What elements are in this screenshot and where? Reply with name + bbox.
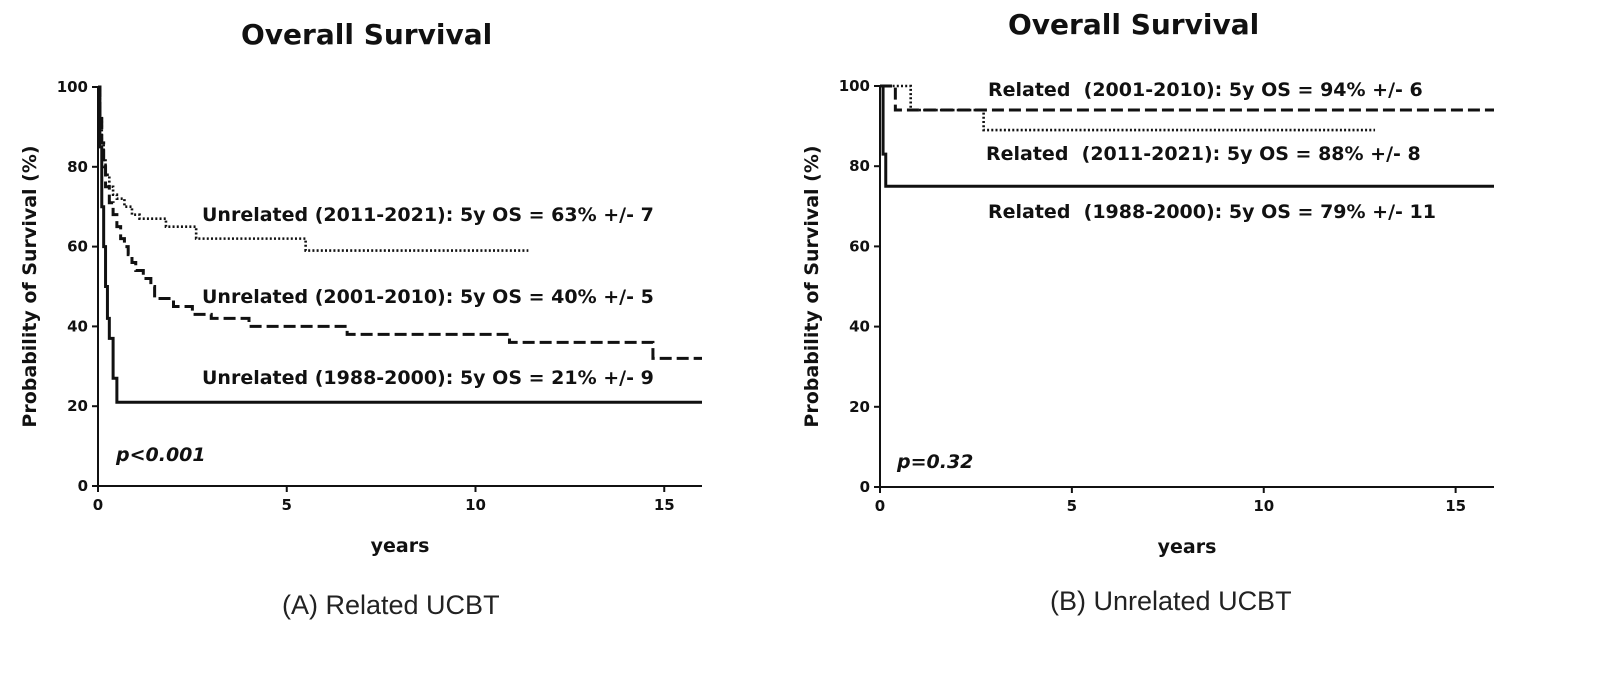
p-value: p<0.001 [115, 444, 206, 466]
x-tick-label: 0 [875, 497, 885, 515]
y-tick-label: 60 [67, 238, 88, 256]
y-axis-label: Probability of Survival (%) [19, 145, 41, 427]
x-tick-label: 10 [1253, 497, 1274, 515]
x-axis-label: years [371, 535, 430, 557]
x-tick-label: 5 [282, 496, 292, 514]
chart-panel-b: Overall Survival 0 20 40 60 80 100 0 5 10 15 years… [770, 0, 1600, 686]
series-line-dashed [880, 84, 1494, 112]
survival-chart-a: 0 20 40 60 80 100 0 5 10 15 years Probability of Su… [19, 78, 702, 557]
x-tick-label: 5 [1067, 497, 1077, 515]
chart-caption: (A) Related UCBT [282, 590, 500, 620]
chart-title: Overall Survival [1008, 8, 1260, 41]
series-line-dotted [98, 85, 529, 252]
y-tick-label: 40 [67, 317, 88, 335]
y-tick-label: 80 [67, 158, 88, 176]
series-line-solid [880, 84, 1494, 188]
chart-title: Overall Survival [241, 18, 493, 51]
y-tick-label: 80 [849, 157, 870, 175]
series-label: Unrelated (2011-2021): 5y OS = 63% +/- 7 [202, 204, 654, 226]
series-line-dashed [98, 85, 702, 360]
y-tick-label: 100 [57, 78, 88, 96]
series-line-solid [98, 85, 702, 404]
x-tick-label: 15 [1445, 497, 1466, 515]
series-label: Unrelated (1988-2000): 5y OS = 21% +/- 9 [202, 367, 654, 389]
survival-chart-b: 0 20 40 60 80 100 0 5 10 15 years Probability of Su… [801, 77, 1494, 558]
y-tick-label: 0 [78, 477, 88, 495]
x-tick-label: 10 [465, 496, 486, 514]
series-line-dotted [880, 84, 1376, 132]
series-label: Unrelated (2001-2010): 5y OS = 40% +/- 5 [202, 286, 654, 308]
y-tick-label: 60 [849, 237, 870, 255]
series-label: Related (1988-2000): 5y OS = 79% +/- 11 [988, 201, 1436, 223]
series-label: Related (2011-2021): 5y OS = 88% +/- 8 [986, 143, 1421, 165]
y-tick-label: 20 [849, 398, 870, 416]
y-axis-label: Probability of Survival (%) [801, 145, 823, 427]
x-axis-label: years [1158, 536, 1217, 558]
y-tick-label: 20 [67, 397, 88, 415]
y-tick-label: 40 [849, 318, 870, 336]
chart-panel-a: Overall Survival 0 20 40 60 80 100 0 5 10 15 years… [0, 0, 770, 686]
x-tick-label: 0 [93, 496, 103, 514]
x-tick-label: 15 [654, 496, 675, 514]
y-tick-label: 0 [860, 478, 870, 496]
series-label: Related (2001-2010): 5y OS = 94% +/- 6 [988, 79, 1423, 101]
y-tick-label: 100 [839, 77, 870, 95]
chart-caption: (B) Unrelated UCBT [1050, 586, 1292, 616]
p-value: p=0.32 [896, 451, 973, 473]
